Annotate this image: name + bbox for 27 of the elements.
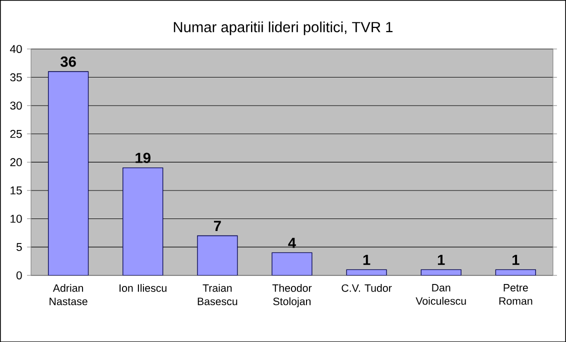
y-tick-label: 25 bbox=[10, 130, 22, 138]
y-tick-label: 20 bbox=[10, 158, 22, 166]
data-label: 1 bbox=[363, 254, 370, 265]
x-tick-label: Dan Voiculescu bbox=[416, 284, 466, 305]
x-tick-label: Traian Basescu bbox=[198, 284, 238, 306]
y-tick-label: 0 bbox=[16, 271, 22, 280]
y-tick-label: 30 bbox=[10, 101, 22, 110]
x-tick-label: Adrian Nastase bbox=[50, 284, 88, 306]
data-label: 36 bbox=[60, 56, 76, 67]
x-tick-label: Petre Roman bbox=[499, 284, 532, 305]
y-tick-label: 5 bbox=[16, 242, 22, 251]
data-label: 7 bbox=[214, 220, 221, 231]
x-tick-label: Ion Iliescu bbox=[120, 284, 166, 292]
y-tick-label: 40 bbox=[10, 44, 22, 53]
bar bbox=[122, 167, 164, 276]
x-tick-label: Theodor Stolojan bbox=[272, 284, 312, 308]
data-label: 4 bbox=[288, 238, 296, 248]
bar bbox=[197, 235, 238, 276]
chart-title: Numar aparitii lideri politici, TVR 1 bbox=[174, 21, 393, 36]
data-label: 1 bbox=[512, 254, 520, 265]
bar bbox=[48, 71, 89, 276]
data-label: 1 bbox=[438, 254, 445, 265]
y-tick-label: 35 bbox=[10, 73, 22, 82]
y-tick-label: 15 bbox=[10, 186, 22, 194]
x-tick-label: C.V. Tudor bbox=[342, 284, 392, 292]
bar bbox=[272, 252, 312, 276]
y-tick-label: 10 bbox=[10, 214, 22, 223]
